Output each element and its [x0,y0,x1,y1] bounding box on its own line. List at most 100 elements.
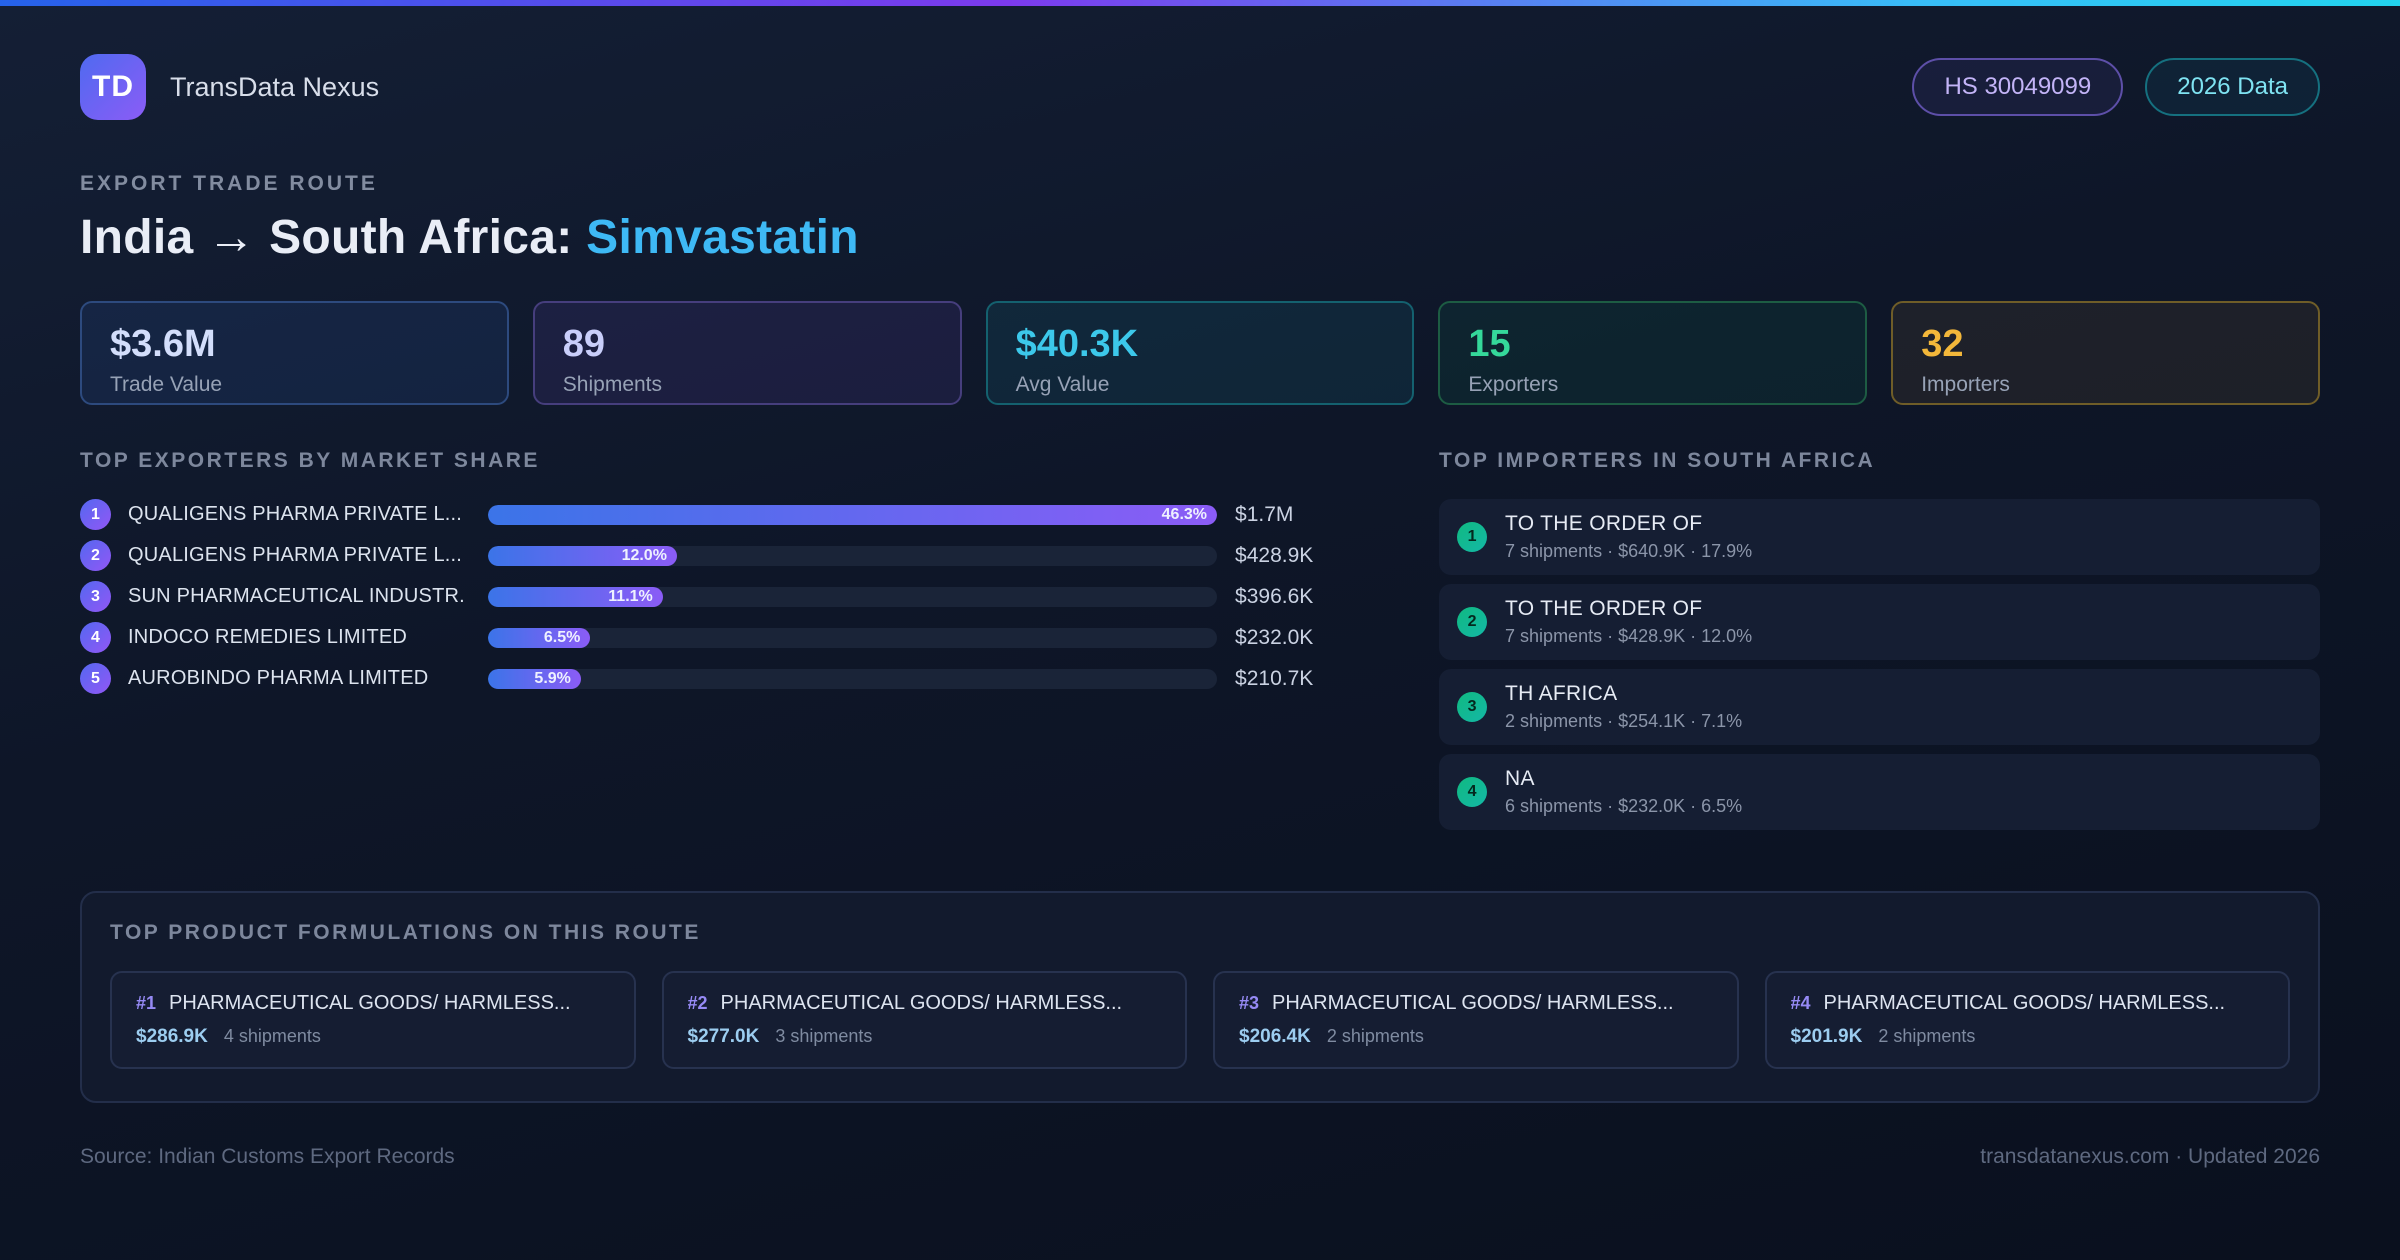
formulation-name: PHARMACEUTICAL GOODS/ HARMLESS... [1272,992,1674,1014]
exporter-row[interactable]: 2 QUALIGENS PHARMA PRIVATE L... 12.0% $4… [80,540,1375,571]
stat-value: 15 [1468,323,1511,365]
formulation-shipments: 4 shipments [223,1026,321,1046]
formulation-card[interactable]: #3 PHARMACEUTICAL GOODS/ HARMLESS... $20… [1213,971,1739,1069]
page-title: India → South Africa: Simvastatin [80,210,2320,265]
importer-name: TO THE ORDER OF [1505,597,1703,620]
exporter-row[interactable]: 4 INDOCO REMEDIES LIMITED 6.5% $232.0K [80,622,1375,653]
market-share-bar: 5.9% [488,668,1218,689]
exporter-row[interactable]: 1 QUALIGENS PHARMA PRIVATE L... 46.3% $1… [80,499,1375,530]
stat-card-exporters: 15 Exporters [1438,301,1868,405]
importer-rank-badge: 4 [1457,777,1488,807]
header: TD TransData Nexus HS 30049099 2026 Data [80,54,2320,120]
formulations-heading: TOP PRODUCT FORMULATIONS ON THIS ROUTE [110,921,701,944]
exporter-value: $232.0K [1235,625,1314,649]
stat-value: $3.6M [110,323,216,365]
formulation-shipments: 2 shipments [1878,1026,1976,1046]
rank-badge: 4 [80,622,111,653]
app-logo: TD [80,54,146,120]
importer-detail: 6 shipments · $232.0K · 6.5% [1505,796,1743,816]
importer-row[interactable]: 3 TH AFRICA 2 shipments · $254.1K · 7.1% [1439,669,2320,745]
rank-badge: 5 [80,663,111,694]
market-share-bar: 46.3% [488,504,1218,525]
stat-label: Exporters [1468,373,1559,396]
stat-label: Trade Value [110,373,223,396]
market-share-bar: 6.5% [488,627,1218,648]
market-share-bar-fill: 12.0% [488,545,677,566]
rank-badge: 1 [80,499,111,530]
importer-detail: 2 shipments · $254.1K · 7.1% [1505,711,1743,731]
rank-badge: 2 [80,540,111,571]
stats-row: $3.6M Trade Value 89 Shipments $40.3K Av… [80,301,2320,405]
importers-section: TOP IMPORTERS IN SOUTH AFRICA 1 TO THE O… [1439,449,2320,839]
formulation-title-row: #2 PHARMACEUTICAL GOODS/ HARMLESS... [688,992,1162,1015]
market-share-label: 5.9% [534,669,571,687]
exporter-value: $1.7M [1235,502,1294,526]
market-share-bar: 12.0% [488,545,1218,566]
stat-label: Avg Value [1015,373,1110,396]
formulation-cards: #1 PHARMACEUTICAL GOODS/ HARMLESS... $28… [110,971,2290,1069]
importer-rank-badge: 2 [1457,607,1488,637]
market-share-label: 6.5% [543,628,581,646]
exporter-name: QUALIGENS PHARMA PRIVATE L... [128,544,463,566]
stat-value: $40.3K [1015,323,1139,365]
app-name: TransData Nexus [170,71,380,102]
market-share-label: 11.1% [608,587,653,605]
exporters-section: TOP EXPORTERS BY MARKET SHARE 1 QUALIGEN… [80,449,1375,839]
rank-badge: 3 [80,581,111,612]
importer-detail: 7 shipments · $428.9K · 12.0% [1505,626,1753,646]
importer-name: TH AFRICA [1505,682,1618,705]
formulation-card[interactable]: #4 PHARMACEUTICAL GOODS/ HARMLESS... $20… [1764,971,2290,1069]
formulation-shipments: 2 shipments [1326,1026,1424,1046]
exporter-name: INDOCO REMEDIES LIMITED [128,626,408,648]
importer-info: NA 6 shipments · $232.0K · 6.5% [1505,767,1742,817]
page-root: TD TransData Nexus HS 30049099 2026 Data… [0,6,2400,1169]
importer-info: TO THE ORDER OF 7 shipments · $640.9K · … [1505,512,1752,562]
exporter-row[interactable]: 3 SUN PHARMACEUTICAL INDUSTR... 11.1% $3… [80,581,1375,612]
brand: TD TransData Nexus [80,54,379,120]
top-accent-bar [0,0,2400,6]
formulation-stats-row: $206.4K 2 shipments [1239,1026,1713,1048]
importer-rank-badge: 1 [1457,522,1488,552]
market-share-bar: 11.1% [488,586,1218,607]
formulation-shipments: 3 shipments [775,1026,873,1046]
formulation-value: $206.4K [1239,1026,1311,1047]
formulation-rank: #1 [136,993,157,1013]
importer-info: TH AFRICA 2 shipments · $254.1K · 7.1% [1505,682,1742,732]
formulation-stats-row: $277.0K 3 shipments [688,1026,1162,1048]
formulation-card[interactable]: #1 PHARMACEUTICAL GOODS/ HARMLESS... $28… [110,971,636,1069]
market-share-label: 46.3% [1161,505,1208,523]
formulation-stats-row: $201.9K 2 shipments [1791,1026,2265,1048]
formulation-rank: #4 [1790,993,1811,1013]
formulation-stats-row: $286.9K 4 shipments [136,1026,610,1048]
market-share-bar-fill: 46.3% [488,504,1218,525]
formulation-value: $201.9K [1790,1026,1863,1047]
hs-code-badge[interactable]: HS 30049099 [1912,58,2124,116]
formulation-value: $286.9K [136,1026,208,1047]
market-share-bar-fill: 5.9% [488,668,581,689]
importer-detail: 7 shipments · $640.9K · 17.9% [1505,541,1753,561]
exporter-value: $396.6K [1235,584,1314,608]
formulation-value: $277.0K [687,1026,760,1047]
exporter-row[interactable]: 5 AUROBINDO PHARMA LIMITED 5.9% $210.7K [80,663,1375,694]
stat-card-importers: 32 Importers [1891,301,2320,405]
formulation-name: PHARMACEUTICAL GOODS/ HARMLESS... [1823,992,2226,1014]
stat-value: 32 [1921,323,1964,365]
importer-row[interactable]: 1 TO THE ORDER OF 7 shipments · $640.9K … [1439,499,2320,575]
formulation-rank: #3 [1239,993,1260,1013]
market-share-bar-fill: 11.1% [488,586,663,607]
importer-row[interactable]: 2 TO THE ORDER OF 7 shipments · $428.9K … [1439,584,2320,660]
route-eyebrow: EXPORT TRADE ROUTE [80,172,378,195]
title-route: India → South Africa: [80,211,587,264]
stat-card-shipments: 89 Shipments [532,301,962,405]
footer-source: Source: Indian Customs Export Records [80,1145,455,1168]
formulation-card[interactable]: #2 PHARMACEUTICAL GOODS/ HARMLESS... $27… [661,971,1187,1069]
footer: Source: Indian Customs Export Records tr… [80,1145,2320,1169]
formulation-rank: #2 [687,993,708,1013]
importer-info: TO THE ORDER OF 7 shipments · $428.9K · … [1505,597,1752,647]
stat-label: Shipments [562,373,663,396]
formulation-title-row: #1 PHARMACEUTICAL GOODS/ HARMLESS... [136,992,610,1015]
importer-row[interactable]: 4 NA 6 shipments · $232.0K · 6.5% [1439,754,2320,830]
main-columns: TOP EXPORTERS BY MARKET SHARE 1 QUALIGEN… [80,449,2320,839]
exporter-name: SUN PHARMACEUTICAL INDUSTR... [128,585,466,607]
year-data-badge[interactable]: 2026 Data [2145,58,2320,116]
